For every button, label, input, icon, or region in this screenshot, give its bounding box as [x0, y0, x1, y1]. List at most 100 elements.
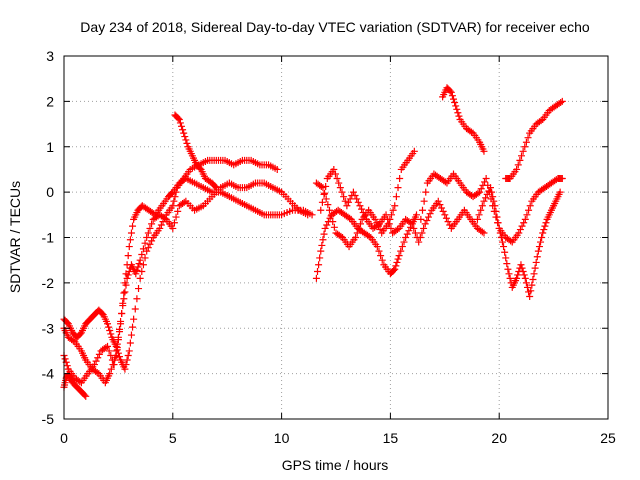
data-point — [143, 247, 151, 255]
y-tick-label: -3 — [42, 320, 55, 336]
data-point-interp — [126, 236, 134, 244]
data-point-interp — [353, 195, 361, 203]
data-point-interp — [117, 317, 125, 325]
data-point-interp — [403, 230, 411, 238]
data-point — [169, 224, 177, 232]
data-point-interp — [346, 195, 354, 203]
data-point-interp — [330, 223, 338, 231]
data-point-interp — [180, 198, 188, 206]
data-point — [558, 175, 566, 183]
data-point — [517, 261, 525, 269]
data-point — [480, 229, 488, 237]
data-point — [473, 215, 481, 223]
data-point-interp — [122, 281, 130, 289]
data-point-interp — [436, 201, 444, 209]
data-point — [391, 202, 399, 210]
data-point-interp — [315, 261, 323, 269]
data-point-interp — [113, 346, 121, 354]
data-point-interp — [385, 220, 393, 228]
data-point — [104, 342, 112, 350]
data-point — [434, 197, 442, 205]
data-point-interp — [118, 310, 126, 318]
data-point-interp — [377, 252, 385, 260]
data-point-interp — [424, 213, 432, 221]
data-point-interp — [170, 219, 178, 227]
data-point-interp — [176, 119, 184, 127]
y-tick-label: 2 — [46, 93, 54, 109]
data-point — [325, 206, 333, 214]
chart-title: Day 234 of 2018, Sidereal Day-to-day VTE… — [80, 19, 590, 35]
data-point-interp — [358, 205, 366, 213]
data-point — [123, 274, 131, 282]
data-point-interp — [416, 234, 424, 241]
data-point-interp — [394, 255, 402, 263]
data-point-interp — [393, 226, 401, 234]
data-points — [60, 84, 566, 400]
data-point-interp — [159, 218, 167, 226]
data-point-interp — [410, 224, 418, 232]
data-point — [395, 252, 403, 260]
data-point-interp — [115, 325, 123, 333]
data-point-interp — [172, 188, 180, 196]
data-point-interp — [340, 193, 348, 201]
data-point-interp — [494, 219, 502, 227]
data-point-interp — [525, 206, 533, 214]
data-point-interp — [127, 331, 135, 339]
data-point — [480, 197, 488, 205]
data-point-interp — [138, 268, 146, 276]
data-point-interp — [540, 226, 548, 234]
data-point — [410, 147, 418, 155]
data-point-interp — [393, 258, 401, 266]
data-point-interp — [170, 197, 178, 205]
data-point-interp — [514, 161, 522, 169]
data-point-interp — [527, 287, 535, 295]
data-point — [530, 270, 538, 278]
data-point-interp — [139, 261, 147, 269]
data-point — [371, 215, 379, 223]
data-point-interp — [502, 254, 510, 262]
data-point-interp — [361, 212, 369, 220]
data-point — [180, 129, 188, 137]
data-point-interp — [131, 305, 139, 313]
data-point-interp — [320, 190, 328, 198]
data-point-interp — [518, 152, 526, 160]
data-point — [110, 361, 118, 369]
data-point-interp — [420, 197, 428, 205]
data-point-interp — [396, 175, 404, 183]
data-point — [415, 238, 423, 246]
data-point-interp — [529, 275, 537, 283]
data-point-interp — [323, 221, 331, 229]
data-point-interp — [520, 271, 528, 279]
data-point-interp — [331, 170, 339, 178]
data-series-5 — [171, 111, 220, 192]
x-axis: 0 5 10 15 20 25 — [60, 56, 616, 446]
data-point — [125, 347, 133, 355]
data-point-interp — [316, 254, 324, 262]
data-point-interp — [446, 87, 454, 95]
data-point-interp — [422, 188, 430, 196]
data-point-interp — [333, 175, 341, 183]
data-point — [500, 243, 508, 251]
data-point-interp — [523, 211, 531, 219]
data-point-interp — [455, 112, 463, 120]
data-point-interp — [446, 221, 454, 229]
data-point-interp — [69, 337, 77, 345]
x-tick-label: 20 — [491, 430, 507, 446]
data-point-interp — [384, 215, 392, 223]
data-series-10 — [439, 84, 488, 155]
data-point-interp — [337, 232, 345, 240]
data-point-interp — [106, 327, 114, 335]
data-point — [408, 220, 416, 228]
data-point-interp — [506, 274, 514, 282]
data-point-interp — [524, 134, 532, 142]
data-point-interp — [121, 288, 129, 296]
data-point-interp — [453, 105, 461, 113]
data-point-interp — [107, 365, 115, 373]
data-point — [343, 202, 351, 210]
data-point-interp — [181, 133, 189, 141]
data-point-interp — [124, 271, 132, 279]
data-point — [121, 365, 129, 373]
data-point-interp — [488, 188, 496, 196]
data-point — [526, 292, 534, 300]
data-series-4 — [60, 370, 90, 400]
